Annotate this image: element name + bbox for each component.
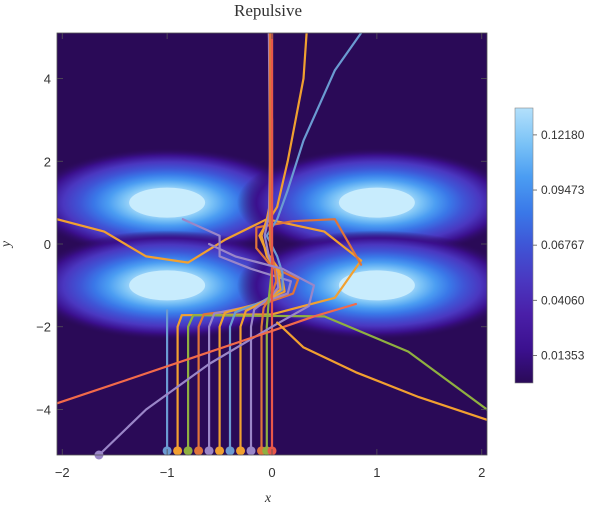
y-axis-ticks: −4 −2 0 2 4	[36, 72, 487, 417]
start-marker-2	[173, 446, 183, 456]
y-tick-label: 0	[44, 237, 51, 252]
x-tick-label: 0	[268, 465, 275, 480]
y-tick-label: −4	[36, 402, 51, 417]
colorbar-ticks: 0.12180 0.09473 0.06767 0.04060 0.01353	[533, 128, 585, 362]
x-axis-label: x	[264, 491, 272, 506]
trajectory-2	[57, 218, 363, 452]
x-tick-label: −2	[55, 465, 70, 480]
start-marker-6	[215, 446, 225, 456]
density-peak-2	[338, 187, 415, 218]
chart-title: Repulsive	[234, 1, 302, 20]
start-marker-5	[204, 446, 214, 456]
y-tick-label: 4	[44, 72, 51, 87]
trajectory-10	[260, 33, 278, 452]
density-peak-1	[129, 187, 206, 218]
colorbar: 0.12180 0.09473 0.06767 0.04060 0.01353	[514, 107, 585, 384]
y-axis-label: y	[0, 240, 14, 249]
density-peak-4	[338, 270, 415, 301]
density-peak-3	[129, 270, 206, 301]
start-markers	[94, 446, 277, 460]
trajectory-3	[187, 314, 487, 452]
start-marker-8	[236, 446, 246, 456]
trajectory-5	[181, 218, 292, 452]
start-marker-3	[183, 446, 193, 456]
x-axis-ticks: −2 −1 0 1 2	[55, 33, 485, 480]
trajectory-15	[276, 321, 487, 421]
colorbar-tick-label: 0.04060	[541, 293, 585, 307]
start-marker-9	[246, 446, 256, 456]
plot-area	[57, 33, 487, 455]
colorbar-tick-label: 0.12180	[541, 128, 585, 142]
x-tick-label: 1	[373, 465, 380, 480]
colorbar-tick-label: 0.06767	[541, 238, 585, 252]
y-tick-label: −2	[36, 320, 51, 335]
colorbar-bar	[514, 107, 534, 384]
trajectory-7	[228, 33, 363, 452]
colorbar-tick-label: 0.09473	[541, 183, 585, 197]
trajectory-13	[97, 242, 316, 455]
colorbar-tick-label: 0.01353	[541, 348, 585, 362]
trajectory-layer	[57, 33, 487, 455]
start-marker-4	[194, 446, 204, 456]
trajectory-4	[197, 218, 363, 452]
x-tick-label: 2	[478, 465, 485, 480]
x-tick-label: −1	[160, 465, 175, 480]
y-tick-label: 2	[44, 154, 51, 169]
trajectory-14	[57, 302, 357, 405]
start-marker-7	[225, 446, 235, 456]
